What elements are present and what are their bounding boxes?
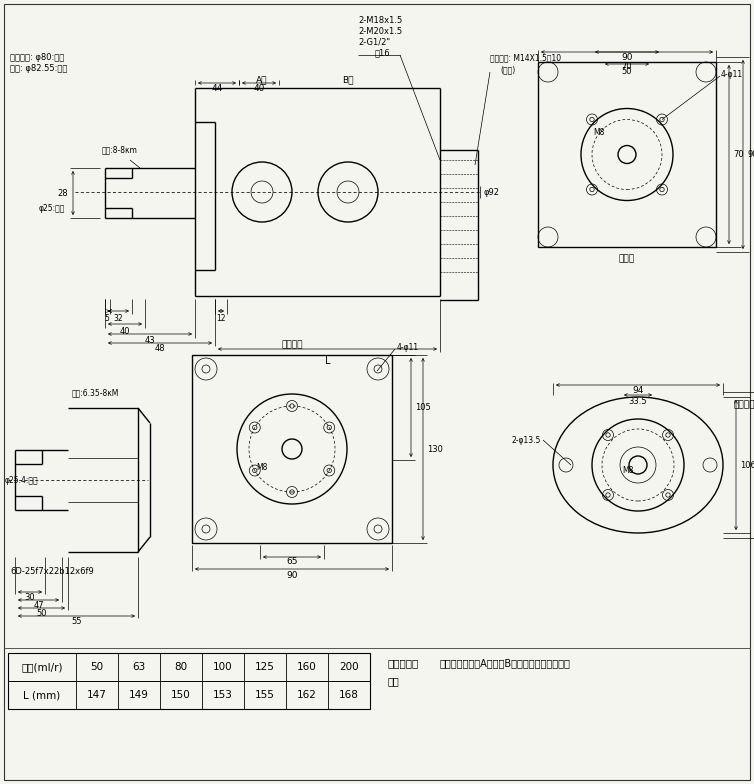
Text: 94: 94 bbox=[633, 386, 644, 394]
Text: 长方法兰: 长方法兰 bbox=[281, 340, 303, 350]
Text: 28: 28 bbox=[57, 188, 68, 198]
Text: 44: 44 bbox=[211, 84, 222, 93]
Text: 162: 162 bbox=[297, 690, 317, 700]
Text: 100: 100 bbox=[213, 662, 233, 672]
Text: 43: 43 bbox=[145, 336, 155, 344]
Text: 90: 90 bbox=[287, 571, 298, 579]
Text: M8: M8 bbox=[622, 466, 633, 474]
Text: 105: 105 bbox=[415, 402, 431, 412]
Text: 70: 70 bbox=[622, 61, 633, 71]
Text: 48: 48 bbox=[155, 343, 165, 353]
Text: L: L bbox=[325, 356, 330, 366]
Text: 150: 150 bbox=[171, 690, 191, 700]
Text: 155: 155 bbox=[255, 690, 275, 700]
Text: 方法兰: 方法兰 bbox=[619, 255, 635, 263]
Text: 50: 50 bbox=[90, 662, 103, 672]
Text: 50: 50 bbox=[622, 67, 633, 75]
Text: 2-φ13.5: 2-φ13.5 bbox=[512, 435, 541, 445]
Text: 200: 200 bbox=[339, 662, 359, 672]
Text: 40: 40 bbox=[253, 84, 265, 93]
Text: 63: 63 bbox=[133, 662, 146, 672]
Text: 面对输出轴，当A口进油B口回油，马达顺时针旋: 面对输出轴，当A口进油B口回油，马达顺时针旋 bbox=[440, 658, 571, 668]
Text: 130: 130 bbox=[427, 445, 443, 453]
Text: 47: 47 bbox=[33, 601, 44, 609]
Text: B口: B口 bbox=[342, 75, 354, 85]
Text: 2-M18x1.5: 2-M18x1.5 bbox=[358, 16, 402, 24]
Text: 125: 125 bbox=[255, 662, 275, 672]
Text: (可选): (可选) bbox=[500, 66, 515, 74]
Text: 90: 90 bbox=[748, 150, 754, 159]
Text: 2-M20x1.5: 2-M20x1.5 bbox=[358, 27, 402, 35]
Text: 70: 70 bbox=[733, 150, 743, 159]
Text: 32: 32 bbox=[114, 314, 124, 322]
Text: 106.4: 106.4 bbox=[740, 460, 754, 470]
Text: 90: 90 bbox=[621, 53, 633, 61]
Text: 149: 149 bbox=[129, 690, 149, 700]
Text: 55: 55 bbox=[71, 616, 81, 626]
Text: 160: 160 bbox=[297, 662, 317, 672]
Text: 33.5: 33.5 bbox=[629, 397, 648, 405]
Text: 平键:6.35-8κM: 平键:6.35-8κM bbox=[72, 389, 118, 397]
Bar bbox=[192, 355, 392, 543]
Text: 4-φ11: 4-φ11 bbox=[721, 70, 743, 78]
Text: 4-φ11: 4-φ11 bbox=[397, 343, 419, 351]
Text: 40: 40 bbox=[120, 326, 130, 336]
Text: 168: 168 bbox=[339, 690, 359, 700]
Text: 65: 65 bbox=[287, 557, 298, 567]
Text: 外进油口: M14X1.5內10: 外进油口: M14X1.5內10 bbox=[490, 53, 561, 63]
Text: 147: 147 bbox=[87, 690, 107, 700]
Text: φ25:滑配: φ25:滑配 bbox=[38, 204, 65, 212]
Text: 定位止口: φ80:滑配: 定位止口: φ80:滑配 bbox=[10, 53, 64, 61]
Text: 12: 12 bbox=[216, 314, 225, 322]
Text: 转。: 转。 bbox=[388, 676, 400, 686]
Text: 菱形法兰: 菱形法兰 bbox=[733, 401, 754, 409]
Text: 平键:8-8κm: 平键:8-8κm bbox=[102, 146, 138, 154]
Text: L (mm): L (mm) bbox=[23, 690, 60, 700]
Text: A口: A口 bbox=[256, 75, 268, 85]
Text: 50: 50 bbox=[36, 608, 47, 618]
Bar bbox=[538, 62, 716, 247]
Text: 153: 153 bbox=[213, 690, 233, 700]
Text: 5: 5 bbox=[105, 314, 109, 322]
Text: 6D-25f7x22b12x6f9: 6D-25f7x22b12x6f9 bbox=[10, 568, 93, 576]
Text: 30: 30 bbox=[25, 593, 35, 601]
Text: 2-G1/2": 2-G1/2" bbox=[358, 38, 390, 46]
Text: 排量(ml/r): 排量(ml/r) bbox=[21, 662, 63, 672]
Bar bbox=[8, 653, 370, 709]
Text: M8: M8 bbox=[256, 463, 268, 471]
Text: φ25.4:滑配: φ25.4:滑配 bbox=[5, 476, 38, 485]
Text: M8: M8 bbox=[593, 128, 605, 137]
Text: φ92: φ92 bbox=[483, 187, 499, 197]
Text: 标准旋向：: 标准旋向： bbox=[388, 658, 419, 668]
Text: 可走: φ82.55:滑配: 可走: φ82.55:滑配 bbox=[10, 64, 67, 72]
Text: 80: 80 bbox=[174, 662, 188, 672]
Text: 內16: 內16 bbox=[375, 49, 391, 57]
